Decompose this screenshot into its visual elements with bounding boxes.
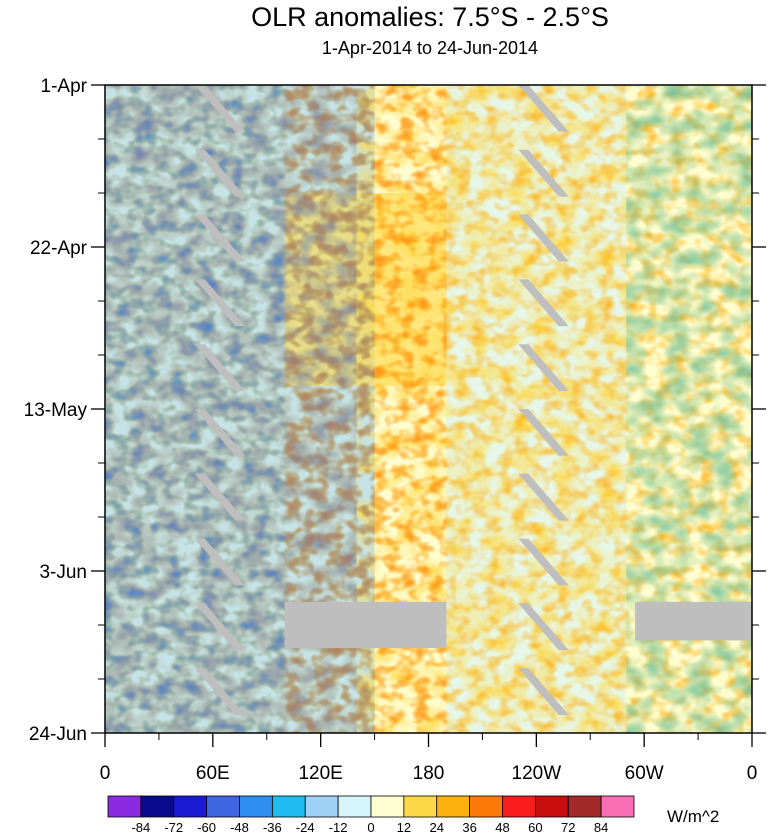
colorbar-swatch bbox=[436, 795, 471, 818]
colorbar-swatch bbox=[567, 795, 602, 818]
colorbar: -84 -72 -60 -48 -36 -24 -12 0 12 24 36 48 60 72 84 bbox=[107, 795, 635, 834]
colorbar-swatch bbox=[107, 795, 142, 818]
colorbar-swatch bbox=[206, 795, 240, 818]
x-tick-label: 60E bbox=[196, 763, 230, 784]
missing-streak bbox=[518, 668, 569, 715]
x-tick-label: 180 bbox=[413, 763, 445, 784]
y-axis: 1-Apr 22-Apr 13-May 3-Jun 24-Jun bbox=[24, 76, 766, 745]
chart-subtitle: 1-Apr-2014 to 24-Jun-2014 bbox=[321, 38, 539, 58]
missing-streak bbox=[518, 214, 569, 262]
colorbar-label: 0 bbox=[367, 820, 374, 834]
missing-streak bbox=[194, 85, 246, 132]
colorbar-swatch bbox=[173, 795, 208, 818]
missing-streak bbox=[518, 149, 569, 197]
colorbar-swatch bbox=[502, 795, 536, 818]
missing-streak bbox=[194, 214, 246, 262]
missing-band bbox=[635, 601, 752, 641]
colorbar-label: -12 bbox=[329, 820, 348, 834]
missing-streak bbox=[194, 473, 246, 521]
y-tick-label: 1-Apr bbox=[41, 76, 88, 97]
missing-streak bbox=[518, 85, 569, 132]
colorbar-label: 36 bbox=[462, 820, 476, 834]
colorbar-label: -84 bbox=[131, 820, 150, 834]
missing-streak bbox=[194, 538, 246, 586]
colorbar-swatch bbox=[469, 795, 503, 818]
colorbar-swatch bbox=[600, 795, 635, 818]
colorbar-label: -48 bbox=[230, 820, 249, 834]
colorbar-swatch bbox=[370, 795, 405, 818]
y-tick-label: 3-Jun bbox=[39, 562, 87, 583]
colorbar-swatch bbox=[140, 795, 175, 818]
missing-streak bbox=[518, 538, 569, 586]
colorbar-label: -60 bbox=[197, 820, 216, 834]
missing-streak bbox=[194, 344, 246, 391]
x-tick-label: 0 bbox=[100, 763, 111, 784]
colorbar-label: 48 bbox=[495, 820, 509, 834]
missing-streak bbox=[194, 603, 246, 651]
colorbar-label: -24 bbox=[296, 820, 315, 834]
colorbar-swatch bbox=[304, 795, 339, 818]
missing-streak bbox=[194, 279, 246, 327]
colorbar-swatch bbox=[239, 795, 273, 818]
colorbar-label: 24 bbox=[430, 820, 444, 834]
x-tick-label: 120E bbox=[298, 763, 342, 784]
missing-streak bbox=[518, 279, 569, 327]
missing-streak bbox=[194, 668, 246, 715]
x-axis: 0 60E 120E 180 120W 60W 0 bbox=[100, 733, 758, 784]
colorbar-swatch bbox=[534, 795, 569, 818]
colorbar-swatch bbox=[271, 795, 306, 818]
chart-title: OLR anomalies: 7.5°S - 2.5°S bbox=[251, 2, 609, 32]
colorbar-label: -72 bbox=[164, 820, 183, 834]
missing-streak bbox=[518, 344, 569, 391]
colorbar-label: 12 bbox=[397, 820, 411, 834]
colorbar-label: 72 bbox=[561, 820, 575, 834]
colorbar-label: 84 bbox=[594, 820, 608, 834]
missing-streak bbox=[194, 149, 246, 197]
y-tick-label: 24-Jun bbox=[29, 724, 87, 745]
missing-data bbox=[194, 85, 752, 715]
y-tick-label: 13-May bbox=[24, 400, 88, 421]
missing-streak bbox=[518, 409, 569, 456]
colorbar-swatch bbox=[337, 795, 372, 818]
missing-streak bbox=[518, 473, 569, 521]
colorbar-label: 60 bbox=[528, 820, 542, 834]
x-tick-label: 120W bbox=[512, 763, 562, 784]
x-tick-label: 60W bbox=[625, 763, 664, 784]
missing-streak bbox=[518, 603, 569, 651]
colorbar-label: -36 bbox=[263, 820, 282, 834]
colorbar-units: W/m^2 bbox=[667, 807, 720, 826]
colorbar-swatch bbox=[403, 795, 438, 818]
missing-band bbox=[284, 601, 447, 649]
y-tick-label: 22-Apr bbox=[30, 238, 88, 259]
x-tick-label: 0 bbox=[747, 763, 758, 784]
missing-streak bbox=[194, 409, 246, 456]
